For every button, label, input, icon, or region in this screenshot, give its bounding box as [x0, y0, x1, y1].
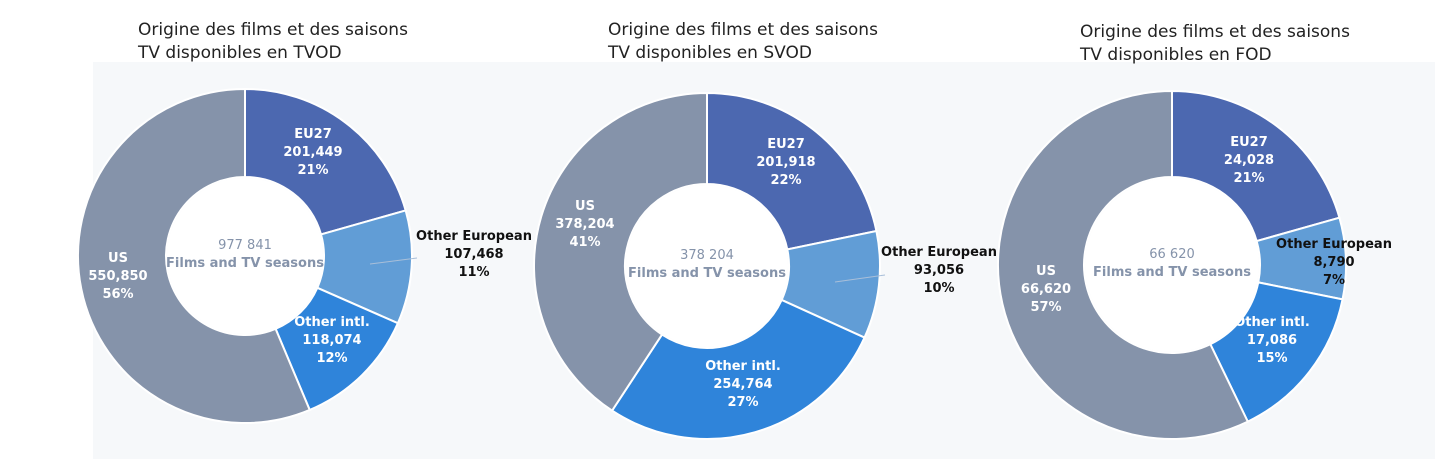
slice-name: US [1036, 264, 1056, 279]
slice-name: Other European [416, 229, 532, 244]
slice-label-eu27: EU27 201,449 21% [283, 127, 342, 178]
slice-percent: 41% [569, 235, 600, 250]
slice-value: 107,468 [444, 247, 503, 262]
slice-percent: 56% [102, 287, 133, 302]
donut-hole [167, 178, 323, 334]
chart-title: Origine des films et des saisons TV disp… [138, 19, 408, 65]
slice-eu27 [706, 91, 878, 251]
chart-title: Origine des films et des saisons TV disp… [608, 19, 878, 65]
donut-hole [1085, 178, 1259, 352]
slice-percent: 7% [1323, 273, 1345, 288]
slice-label-us: US 550,850 56% [88, 251, 147, 302]
slice-eu27 [1171, 89, 1341, 243]
slice-name: Other European [881, 245, 997, 260]
slice-percent: 21% [297, 163, 328, 178]
slice-value: 254,764 [713, 377, 772, 392]
slice-name: Other European [1276, 237, 1392, 252]
slice-label-us: US 66,620 57% [1021, 264, 1071, 315]
donut-svg: EU27 24,028 21%Other European 8,790 7%Other … [997, 89, 1392, 440]
slice-name: EU27 [767, 137, 805, 152]
leader-line [834, 274, 886, 283]
slice-value: 24,028 [1224, 153, 1274, 168]
chart-title-line-1: Origine des films et des saisons [1080, 22, 1350, 42]
slice-name: Other intl. [1234, 315, 1310, 330]
slice-label-eu27: EU27 24,028 21% [1224, 135, 1274, 186]
chart-title-line-1: Origine des films et des saisons [138, 20, 408, 40]
slice-value: 201,918 [756, 155, 815, 170]
slice-us [77, 87, 312, 424]
donut-hole [626, 185, 788, 347]
chart-title-line-2: TV disponibles en FOD [1080, 45, 1272, 65]
slice-percent: 22% [770, 173, 801, 188]
slice-value: 17,086 [1247, 333, 1297, 348]
slice-label-other-european: Other European 107,468 11% [416, 229, 532, 280]
chart-title-line-2: TV disponibles en TVOD [138, 43, 342, 63]
leader-line [369, 257, 418, 265]
donut-svg: EU27 201,918 22%Other European 93,056 10%Oth… [533, 91, 997, 440]
slice-name: Other intl. [705, 359, 781, 374]
center-total: 66 620 [1149, 247, 1195, 262]
slice-value: 8,790 [1313, 255, 1354, 270]
slice-name: US [575, 199, 595, 214]
slice-eu27 [244, 87, 407, 236]
chart-title-line-1: Origine des films et des saisons [608, 20, 878, 40]
slice-value: 550,850 [88, 269, 147, 284]
slice-name: EU27 [1230, 135, 1268, 150]
slice-label-other-intl: Other intl. 118,074 12% [294, 315, 370, 366]
slice-name: Other intl. [294, 315, 370, 330]
slice-other-intl [610, 298, 866, 440]
slice-percent: 57% [1030, 300, 1061, 315]
slice-name: US [108, 251, 128, 266]
slice-us [533, 91, 708, 413]
center-label: Films and TV seasons [628, 266, 786, 281]
slice-us [997, 89, 1250, 440]
center-total: 977 841 [218, 238, 272, 253]
slice-value: 66,620 [1021, 282, 1071, 297]
chart-title-line-2: TV disponibles en SVOD [608, 43, 812, 63]
donut-chart-tvod: Origine des films et des saisons TV disp… [0, 0, 532, 459]
slice-percent: 12% [316, 351, 347, 366]
center-label: Films and TV seasons [166, 256, 324, 271]
slice-value: 118,074 [302, 333, 361, 348]
slice-name: EU27 [294, 127, 332, 142]
donut-chart-svod: Origine des films et des saisons TV disp… [480, 0, 997, 459]
slice-label-us: US 378,204 41% [555, 199, 614, 250]
slice-value: 93,056 [914, 263, 964, 278]
chart-title: Origine des films et des saisons TV disp… [1080, 21, 1350, 67]
slice-label-other-intl: Other intl. 17,086 15% [1234, 315, 1310, 366]
slice-percent: 21% [1233, 171, 1264, 186]
slice-percent: 27% [727, 395, 758, 410]
donut-svg: EU27 201,449 21%Other European 107,468 11%Ot… [77, 87, 532, 424]
slice-percent: 10% [923, 281, 954, 296]
slice-label-other-european: Other European 8,790 7% [1276, 237, 1392, 288]
center-label: Films and TV seasons [1093, 265, 1251, 280]
slice-value: 378,204 [555, 217, 614, 232]
slice-percent: 11% [458, 265, 489, 280]
slice-label-other-intl: Other intl. 254,764 27% [705, 359, 781, 410]
donut-chart-fod: Origine des films et des saisons TV disp… [960, 0, 1449, 459]
slice-label-eu27: EU27 201,918 22% [756, 137, 815, 188]
center-total: 378 204 [680, 248, 734, 263]
slice-label-other-european: Other European 93,056 10% [881, 245, 997, 296]
slice-percent: 15% [1256, 351, 1287, 366]
slice-value: 201,449 [283, 145, 342, 160]
